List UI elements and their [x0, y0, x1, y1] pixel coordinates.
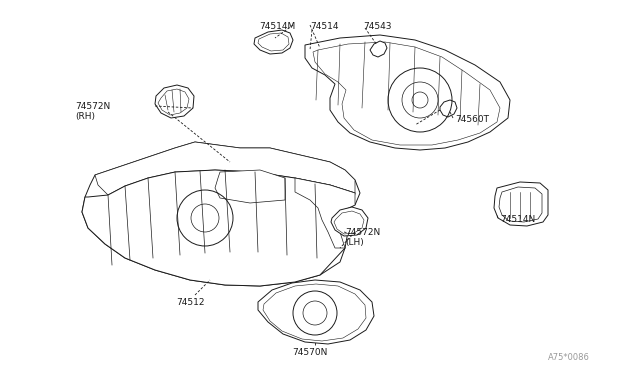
Polygon shape — [370, 41, 387, 57]
Polygon shape — [82, 170, 355, 286]
Polygon shape — [331, 207, 368, 236]
Polygon shape — [258, 280, 374, 344]
Text: 74514N: 74514N — [500, 215, 535, 224]
Polygon shape — [263, 284, 366, 341]
Text: 74514M: 74514M — [259, 22, 295, 31]
Polygon shape — [158, 89, 189, 115]
Text: A75*0086: A75*0086 — [548, 353, 590, 362]
Polygon shape — [258, 33, 289, 51]
Polygon shape — [254, 30, 293, 54]
Polygon shape — [305, 35, 510, 150]
Polygon shape — [334, 211, 364, 234]
Polygon shape — [95, 142, 355, 195]
Polygon shape — [494, 182, 548, 226]
Text: 74572N: 74572N — [345, 228, 380, 237]
Text: 74543: 74543 — [363, 22, 392, 31]
Text: 74514: 74514 — [310, 22, 339, 31]
Text: 74570N: 74570N — [292, 348, 328, 357]
Polygon shape — [499, 187, 542, 222]
Text: 74572N: 74572N — [75, 102, 110, 111]
Polygon shape — [215, 170, 285, 203]
Text: 74560T: 74560T — [455, 115, 489, 124]
Polygon shape — [313, 42, 500, 145]
Polygon shape — [295, 178, 355, 248]
Polygon shape — [82, 142, 360, 286]
Polygon shape — [155, 85, 194, 118]
Polygon shape — [440, 100, 457, 117]
Text: (LH): (LH) — [345, 238, 364, 247]
Text: 74512: 74512 — [176, 298, 204, 307]
Text: (RH): (RH) — [75, 112, 95, 121]
